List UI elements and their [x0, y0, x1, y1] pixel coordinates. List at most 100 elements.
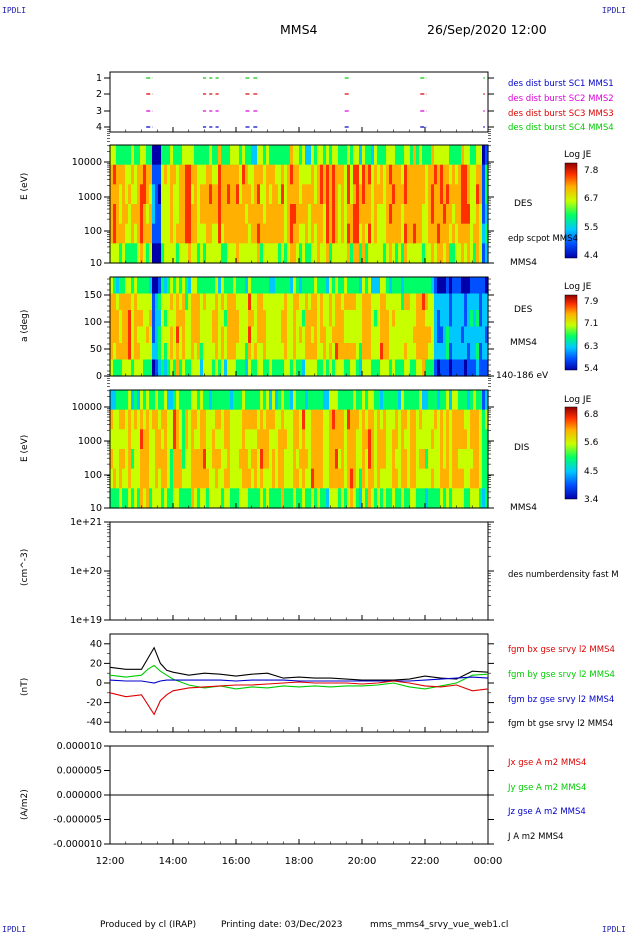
des-pitch-cell [188, 343, 192, 361]
dis-energy-cell [446, 409, 450, 430]
dis-energy-cell [461, 488, 465, 509]
des-pitch-cell [239, 343, 243, 361]
des-pitch-cell [395, 293, 399, 311]
des-energy-cell [440, 223, 444, 244]
des-pitch-cell [311, 343, 315, 361]
dis-energy-cell [149, 409, 153, 430]
dis-energy-cell [233, 449, 237, 470]
dis-energy-cell [266, 429, 270, 450]
dis-energy-cell [305, 488, 309, 509]
des-energy-cell [281, 243, 285, 264]
des-energy-cell [137, 243, 141, 264]
dis-energy-cell [416, 409, 420, 430]
des-energy-cell [254, 184, 258, 205]
dis-energy-cell [446, 390, 450, 411]
dis-energy-cell [314, 488, 318, 509]
des-energy-cell [137, 204, 141, 225]
dis-energy-cell [470, 390, 474, 411]
des-energy-cell [458, 164, 462, 185]
des-energy-cell [425, 164, 429, 185]
y-tick-label: 100 [84, 226, 102, 237]
dis-energy-cell [350, 390, 354, 411]
dis-energy-cell [413, 429, 417, 450]
des-energy-cell [311, 204, 315, 225]
des-energy-cell [236, 184, 240, 205]
dis-energy-cell [335, 409, 339, 430]
y-tick-label: 1000 [78, 192, 102, 203]
des-energy-cell [398, 164, 402, 185]
dis-energy-cell [164, 390, 168, 411]
dis-energy-cell [182, 468, 186, 489]
des-pitch-cell [383, 310, 387, 328]
des-energy-cell [446, 184, 450, 205]
y-tick-label: 1 [96, 73, 102, 84]
des-energy-cell [125, 145, 129, 166]
dis-energy-cell [374, 449, 378, 470]
des-energy-cell [176, 145, 180, 166]
dis-energy-cell [356, 409, 360, 430]
des-energy-cell [290, 204, 294, 225]
dis-energy-cell [362, 409, 366, 430]
dis-energy-cell [146, 429, 150, 450]
dis-energy-cell [299, 390, 303, 411]
dis-energy-cell [146, 390, 150, 411]
dis-energy-cell [293, 409, 297, 430]
dis-energy-cell [464, 488, 468, 509]
des-pitch-cell [125, 310, 129, 328]
des-pitch-cell [335, 293, 339, 311]
des-energy-cell [482, 164, 486, 185]
y-tick-label: -0.000005 [53, 815, 102, 826]
des-pitch-cell [362, 277, 366, 295]
des-energy-cell [392, 204, 396, 225]
des-pitch-cell [212, 343, 216, 361]
des-pitch-cell [413, 343, 417, 361]
des-energy-cell [218, 164, 222, 185]
dis-energy-cell [359, 468, 363, 489]
dis-energy-cell [275, 429, 279, 450]
dis-energy-cell [353, 429, 357, 450]
des-energy-cell [359, 184, 363, 205]
des-pitch-cell [314, 293, 318, 311]
des-energy-cell [227, 164, 231, 185]
dis-energy-cell [191, 409, 195, 430]
des-pitch-cell [158, 359, 162, 377]
des-pitch-cell [263, 343, 267, 361]
des-pitch-cell [452, 326, 456, 344]
des-energy-cell [248, 204, 252, 225]
dis-energy-cell [332, 390, 336, 411]
des-pitch-cell [413, 310, 417, 328]
des-pitch-cell [251, 326, 255, 344]
des-pitch-cell [464, 326, 468, 344]
dis-energy-cell [206, 390, 210, 411]
des-pitch-cell [302, 326, 306, 344]
des-energy-cell [431, 223, 435, 244]
dis-energy-cell [290, 468, 294, 489]
des-pitch-cell [323, 359, 327, 377]
dis-energy-cell [149, 468, 153, 489]
des-energy-cell [326, 243, 330, 264]
dis-energy-cell [116, 468, 120, 489]
des-pitch-cell [473, 310, 477, 328]
des-energy-cell [344, 184, 348, 205]
dis-energy-cell [221, 429, 225, 450]
des-energy-cell [383, 223, 387, 244]
des-pitch-cell [317, 310, 321, 328]
dis-energy-cell [329, 449, 333, 470]
dis-energy-cell [245, 488, 249, 509]
dis-energy-cell [383, 390, 387, 411]
des-energy-cell [272, 164, 276, 185]
des-pitch-cell [194, 343, 198, 361]
des-energy-cell [206, 223, 210, 244]
des-energy-cell [305, 243, 309, 264]
dis-energy-cell [326, 390, 330, 411]
des-pitch-cell [377, 277, 381, 295]
dis-energy-cell [458, 488, 462, 509]
des-energy-cell [254, 145, 258, 166]
dis-energy-cell [404, 488, 408, 509]
des-pitch-cell [122, 343, 126, 361]
des-pitch-cell [251, 343, 255, 361]
des-pitch-cell [290, 293, 294, 311]
des-energy-cell [404, 204, 408, 225]
dis-energy-cell [335, 429, 339, 450]
